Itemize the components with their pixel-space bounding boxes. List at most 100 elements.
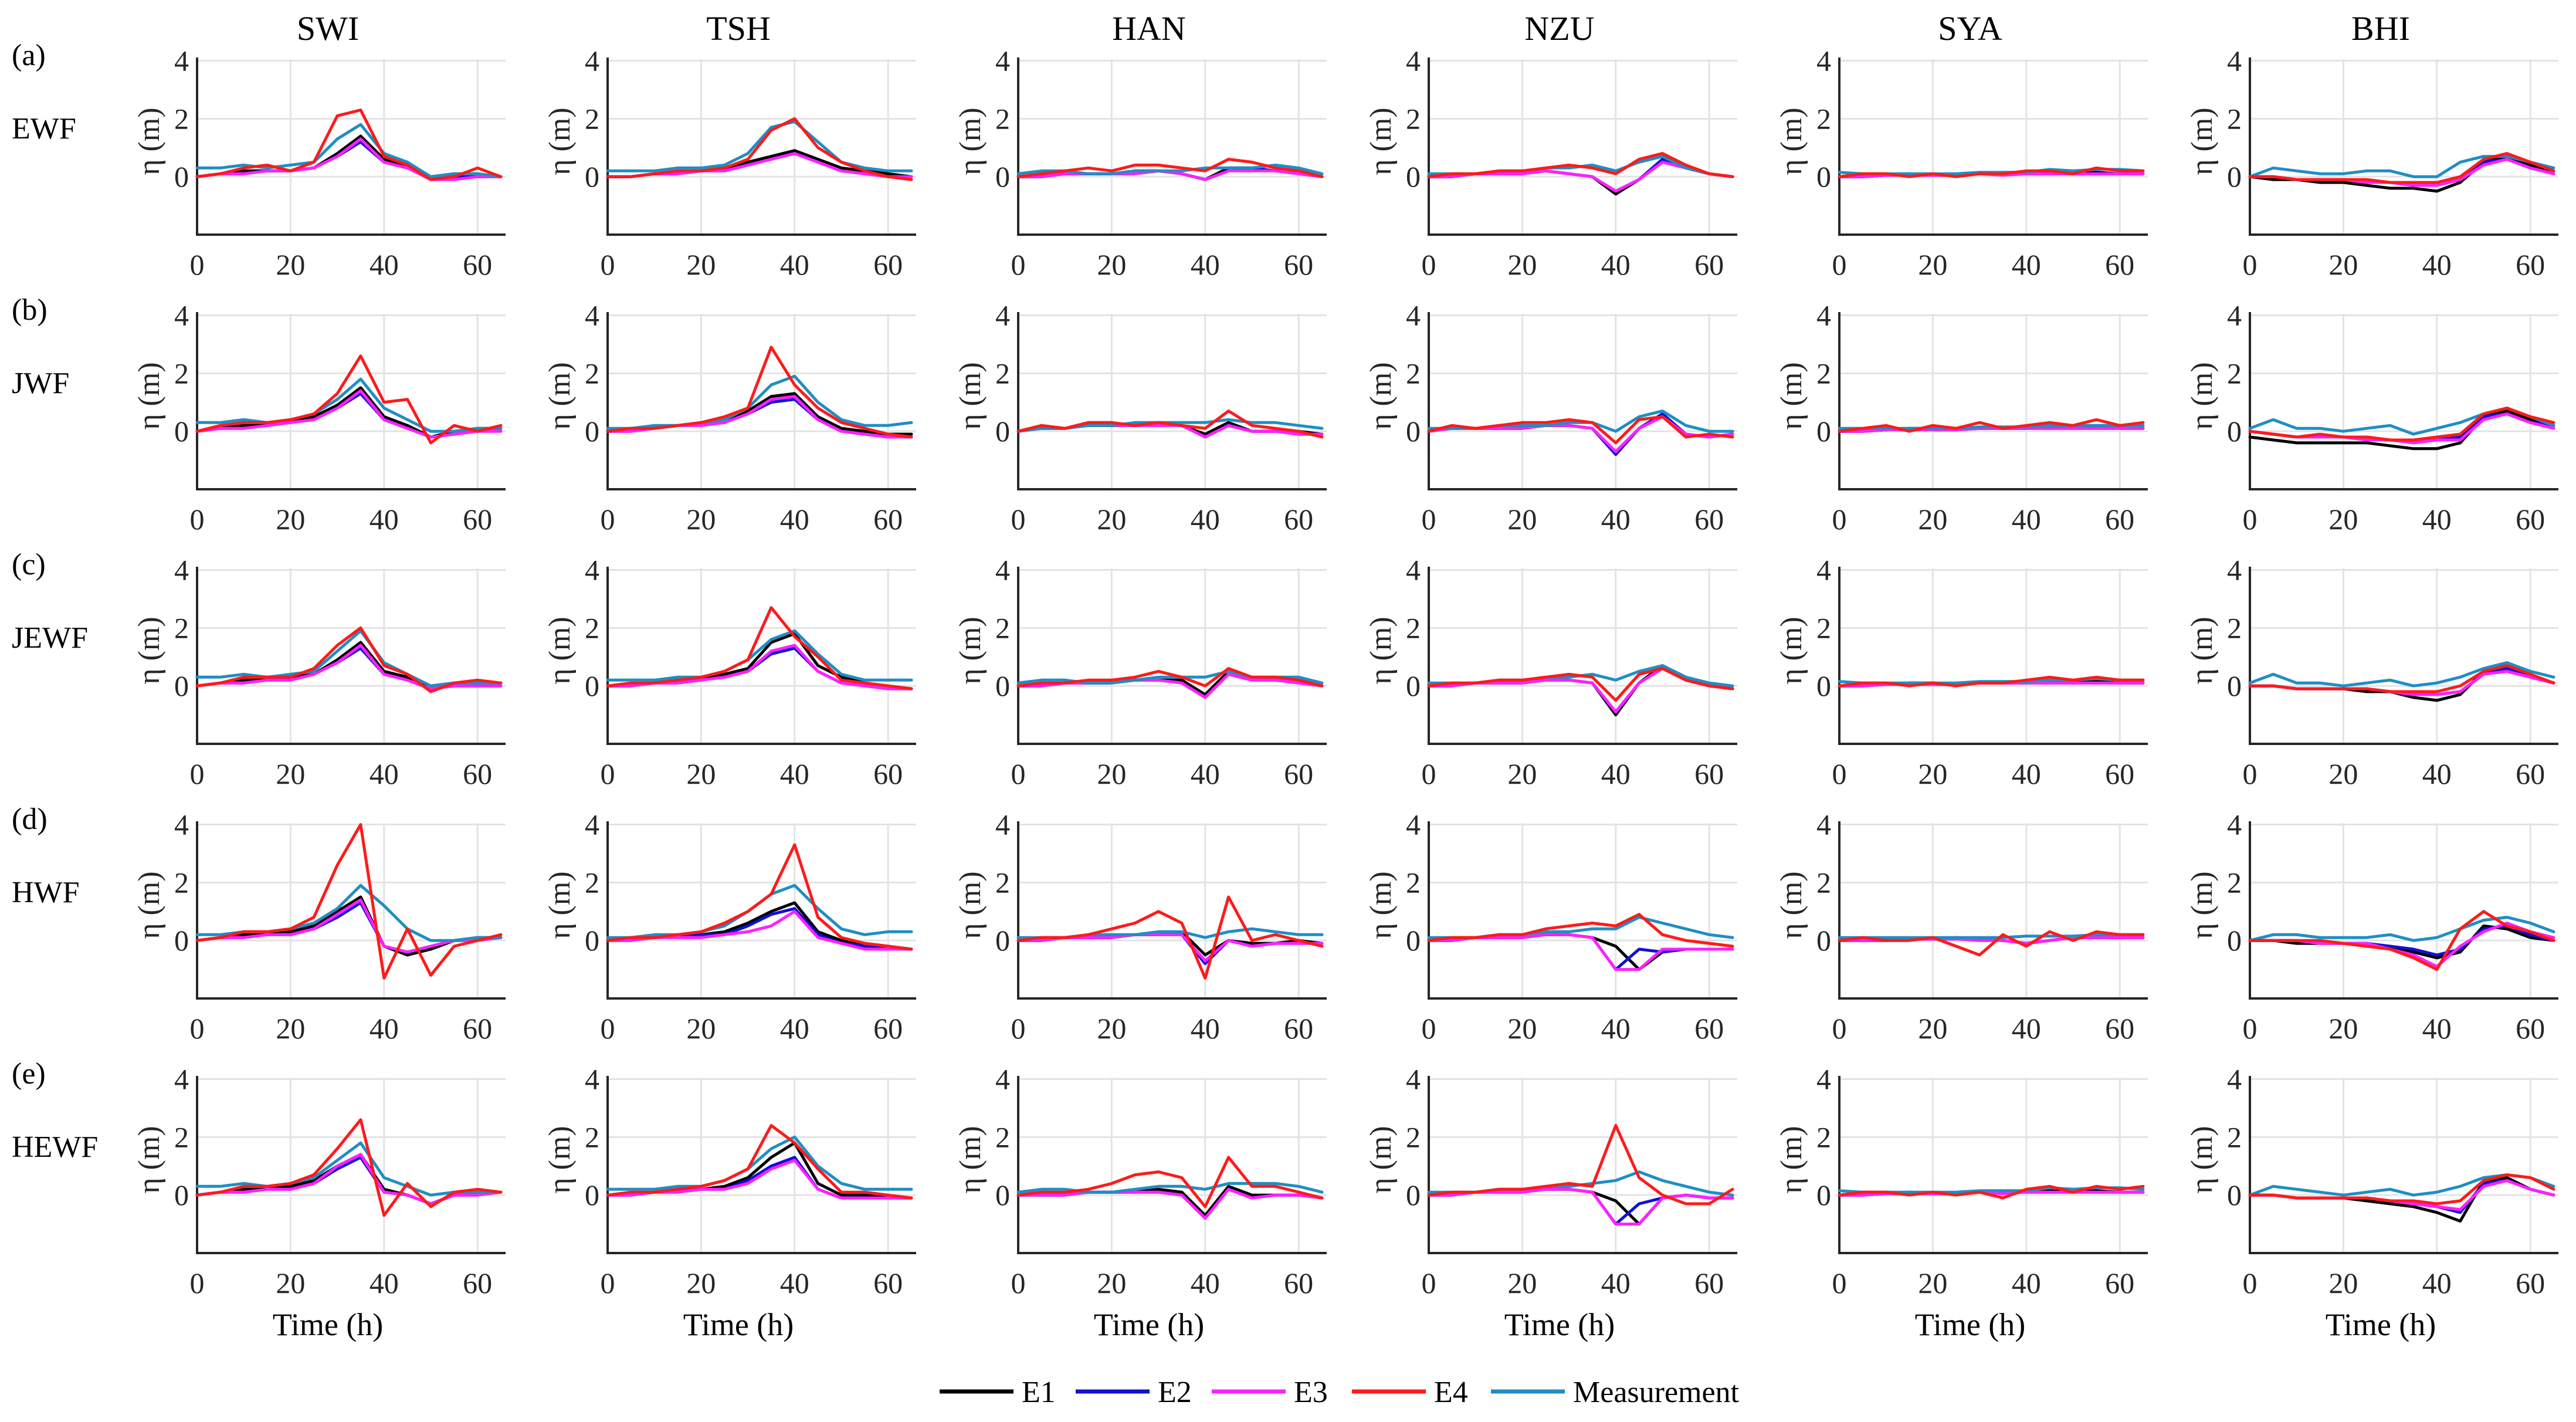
y-tick-label: 2: [585, 611, 599, 644]
x-axis-label: Time (h): [1094, 1307, 1205, 1342]
y-tick-label: 4: [1816, 808, 1831, 841]
x-tick-label: 0: [1422, 248, 1436, 281]
column-title: HAN: [1112, 9, 1186, 48]
row-label: EWF: [12, 112, 76, 145]
y-tick-label: 2: [174, 102, 189, 135]
y-axis-label: η (m): [1364, 1126, 1398, 1193]
series-line-measurement-ewf-tsh: [606, 120, 913, 172]
x-tick-label: 40: [780, 248, 809, 281]
series-line-measurement-hwf-nzu: [1427, 916, 1734, 939]
y-tick-label: 0: [1816, 160, 1831, 193]
y-tick-label: 4: [174, 808, 189, 841]
y-tick-label: 4: [585, 299, 599, 331]
series-line-e4-hewf-nzu: [1427, 1124, 1734, 1206]
x-tick-label: 60: [1694, 757, 1724, 790]
y-tick-label: 4: [995, 44, 1010, 77]
x-tick-label: 20: [1918, 1267, 1947, 1299]
x-tick-label: 0: [190, 1012, 205, 1045]
y-tick-label: 4: [1406, 1062, 1421, 1095]
series-line-e4-hewf-bhi: [2248, 1173, 2555, 1206]
y-tick-label: 4: [995, 808, 1010, 841]
y-tick-label: 4: [1816, 44, 1831, 77]
y-tick-label: 2: [1406, 102, 1421, 135]
y-tick-label: 2: [1816, 1120, 1831, 1153]
x-tick-label: 20: [276, 757, 305, 790]
x-tick-label: 40: [2012, 1267, 2041, 1299]
y-tick-label: 2: [1816, 357, 1831, 390]
series-line-e1-jewf-swi: [195, 641, 503, 688]
x-tick-label: 0: [2243, 503, 2258, 536]
y-tick-label: 4: [1406, 44, 1421, 77]
series-line-e4-jwf-tsh: [606, 346, 913, 439]
y-tick-label: 4: [1406, 553, 1421, 586]
x-tick-label: 0: [2243, 757, 2258, 790]
y-tick-label: 2: [2227, 866, 2242, 899]
x-tick-label: 0: [1422, 1267, 1436, 1299]
y-axis-label: η (m): [543, 617, 577, 684]
y-tick-label: 4: [174, 299, 189, 331]
x-tick-label: 20: [276, 1267, 305, 1299]
legend-label-e4: E4: [1434, 1376, 1468, 1409]
x-tick-label: 60: [2516, 503, 2545, 536]
x-axis-label: Time (h): [273, 1307, 384, 1342]
x-tick-label: 40: [1601, 248, 1631, 281]
y-tick-label: 2: [585, 1120, 599, 1153]
axis-lines: [606, 312, 916, 490]
axis-lines: [606, 1076, 916, 1254]
y-tick-label: 0: [995, 415, 1010, 448]
x-tick-label: 0: [1422, 757, 1436, 790]
y-tick-label: 4: [585, 1062, 599, 1095]
x-tick-label: 60: [1284, 1012, 1313, 1045]
x-tick-label: 40: [2422, 248, 2452, 281]
y-tick-label: 2: [174, 357, 189, 390]
x-tick-label: 60: [1284, 1267, 1313, 1299]
row-tag: (e): [12, 1057, 46, 1091]
y-tick-label: 0: [1406, 160, 1421, 193]
y-tick-label: 0: [1816, 669, 1831, 702]
y-tick-label: 2: [1406, 1120, 1421, 1153]
y-axis-label: η (m): [1775, 1126, 1808, 1193]
x-tick-label: 60: [1694, 1012, 1724, 1045]
y-tick-label: 2: [174, 1120, 189, 1153]
y-tick-label: 4: [585, 808, 599, 841]
x-tick-label: 40: [2012, 248, 2041, 281]
row-label: HEWF: [12, 1130, 98, 1164]
y-tick-label: 0: [1406, 1179, 1421, 1211]
series-line-e4-hewf-tsh: [606, 1124, 913, 1200]
row-tag: (a): [12, 39, 46, 72]
y-axis-label: η (m): [1775, 617, 1808, 684]
x-tick-label: 0: [601, 757, 615, 790]
axis-lines: [1428, 821, 1737, 1000]
x-tick-label: 20: [1507, 1012, 1537, 1045]
x-tick-label: 60: [873, 1012, 903, 1045]
series-line-e3-jewf-swi: [195, 644, 503, 690]
x-tick-label: 20: [1507, 248, 1537, 281]
x-tick-label: 60: [2105, 503, 2134, 536]
y-tick-label: 0: [174, 1179, 189, 1211]
series-line-e4-ewf-bhi: [2248, 152, 2555, 184]
y-tick-label: 0: [1406, 669, 1421, 702]
x-tick-label: 20: [2328, 757, 2358, 790]
axis-lines: [1017, 821, 1327, 1000]
axis-lines: [2249, 1076, 2558, 1254]
x-tick-label: 0: [1422, 503, 1436, 536]
series-line-measurement-jewf-bhi: [2248, 661, 2555, 688]
x-tick-label: 0: [1832, 503, 1847, 536]
x-tick-label: 20: [2328, 1012, 2358, 1045]
x-tick-label: 60: [873, 1267, 903, 1299]
y-tick-label: 2: [2227, 1120, 2242, 1153]
x-tick-label: 40: [370, 248, 399, 281]
y-tick-label: 2: [2227, 102, 2242, 135]
series-line-e4-jwf-swi: [195, 354, 503, 445]
y-tick-label: 2: [1816, 866, 1831, 899]
x-tick-label: 0: [601, 1012, 615, 1045]
x-axis-label: Time (h): [1504, 1307, 1615, 1342]
series-line-measurement-hewf-tsh: [606, 1135, 913, 1191]
row-label: JEWF: [12, 621, 88, 655]
x-tick-label: 0: [601, 1267, 615, 1299]
row-tag: (c): [12, 548, 46, 581]
column-title: TSH: [706, 9, 771, 48]
x-tick-label: 40: [1191, 1012, 1220, 1045]
x-tick-label: 40: [1191, 248, 1220, 281]
x-tick-label: 60: [2516, 1012, 2545, 1045]
